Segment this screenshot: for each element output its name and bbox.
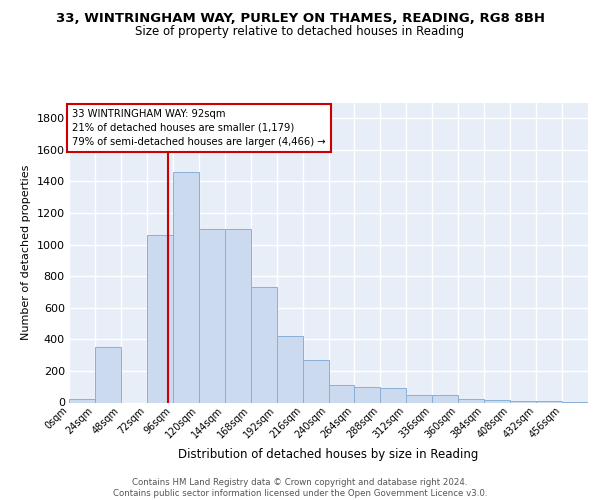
Bar — [484, 400, 510, 402]
X-axis label: Distribution of detached houses by size in Reading: Distribution of detached houses by size … — [178, 448, 479, 462]
Bar — [199, 229, 224, 402]
Y-axis label: Number of detached properties: Number of detached properties — [21, 165, 31, 340]
Bar — [432, 396, 458, 402]
Bar — [458, 400, 484, 402]
Bar — [355, 386, 380, 402]
Text: Size of property relative to detached houses in Reading: Size of property relative to detached ho… — [136, 25, 464, 38]
Bar — [173, 172, 199, 402]
Bar — [380, 388, 406, 402]
Bar — [69, 400, 95, 402]
Bar — [277, 336, 302, 402]
Bar — [225, 229, 251, 402]
Bar — [147, 235, 173, 402]
Bar — [406, 394, 432, 402]
Text: 33 WINTRINGHAM WAY: 92sqm
21% of detached houses are smaller (1,179)
79% of semi: 33 WINTRINGHAM WAY: 92sqm 21% of detache… — [72, 109, 326, 147]
Bar — [536, 401, 562, 402]
Bar — [329, 385, 355, 402]
Bar — [510, 401, 536, 402]
Bar — [95, 347, 121, 403]
Bar — [302, 360, 329, 403]
Bar — [251, 287, 277, 403]
Text: Contains HM Land Registry data © Crown copyright and database right 2024.
Contai: Contains HM Land Registry data © Crown c… — [113, 478, 487, 498]
Text: 33, WINTRINGHAM WAY, PURLEY ON THAMES, READING, RG8 8BH: 33, WINTRINGHAM WAY, PURLEY ON THAMES, R… — [56, 12, 545, 26]
